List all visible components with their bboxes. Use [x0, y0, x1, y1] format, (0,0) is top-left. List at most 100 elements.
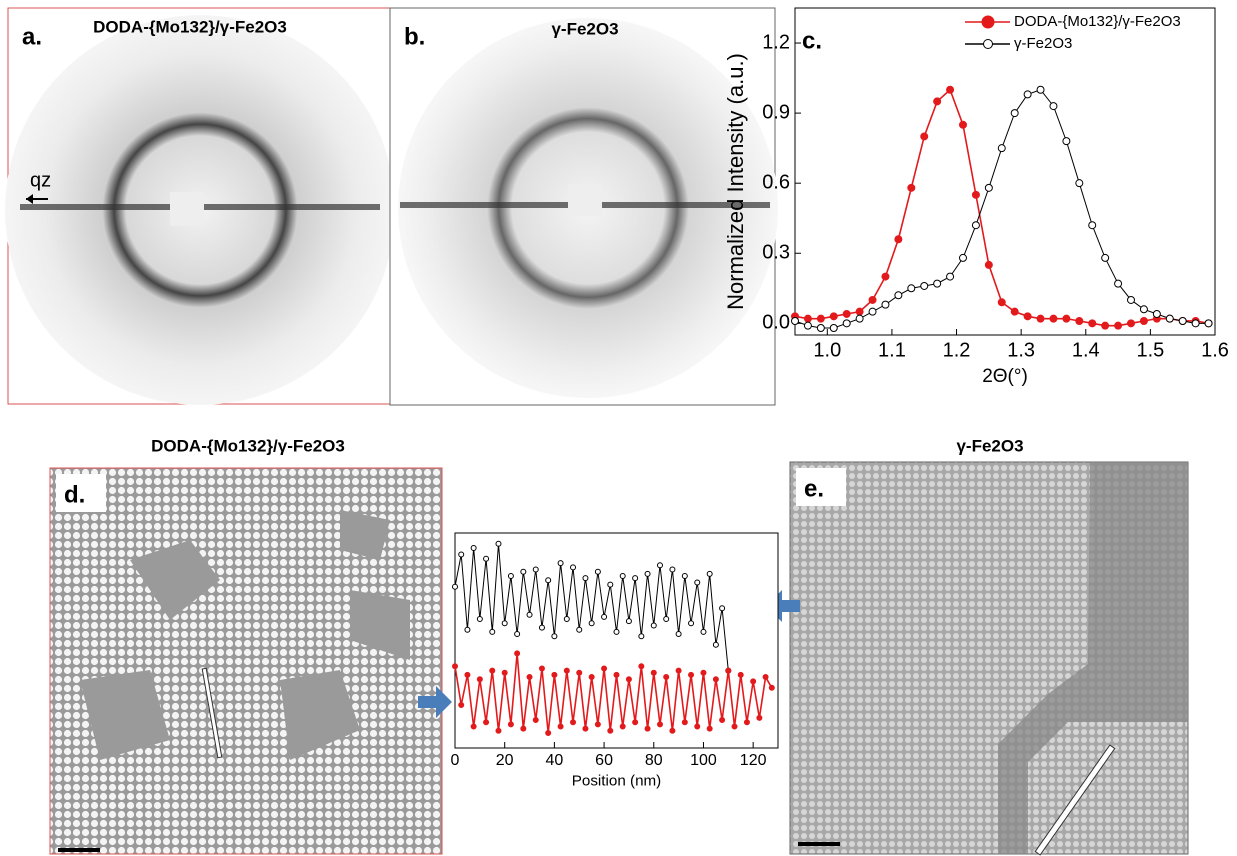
data-point: [613, 628, 620, 635]
data-point: [842, 309, 851, 318]
data-point: [557, 723, 564, 730]
data-point: [632, 575, 639, 582]
data-point: [791, 316, 799, 325]
data-point: [669, 566, 676, 573]
data-point: [1075, 179, 1084, 188]
data-point: [607, 581, 614, 588]
data-point: [582, 575, 589, 582]
data-point: [1010, 307, 1019, 316]
data-point: [538, 624, 545, 631]
y-tick-label: 0.9: [762, 101, 790, 123]
series-line: [794, 88, 1209, 327]
profile-line: [1034, 744, 1116, 856]
data-point: [656, 721, 663, 728]
data-point: [644, 570, 651, 577]
data-point: [816, 314, 825, 323]
qz-label: qz: [30, 169, 51, 191]
data-point: [1178, 316, 1187, 325]
data-point: [868, 307, 877, 316]
x-tick-label: 20: [496, 752, 514, 769]
data-point: [638, 633, 645, 640]
x-tick-label: 1.3: [1007, 339, 1035, 361]
data-point: [675, 631, 682, 638]
data-point: [984, 183, 993, 192]
data-point: [663, 616, 670, 622]
data-point: [495, 727, 502, 734]
data-point: [563, 616, 570, 622]
beamstop: [568, 184, 602, 216]
bare-region: [998, 462, 1188, 854]
label-bg: [14, 16, 64, 54]
data-point: [638, 663, 645, 670]
x-tick-label: 60: [595, 752, 613, 769]
data-point: [545, 577, 552, 584]
data-point: [1101, 253, 1110, 262]
label-bg: [796, 468, 846, 506]
data-point: [1191, 319, 1200, 328]
x-tick-label: 1.1: [878, 339, 906, 361]
data-point: [650, 622, 657, 629]
scale-bar: [798, 842, 840, 846]
data-point: [458, 702, 465, 708]
panel-label: c.: [802, 27, 822, 54]
data-point: [1139, 316, 1148, 325]
y-tick-label: 0.3: [762, 242, 790, 264]
data-point: [706, 725, 713, 732]
data-point: [489, 667, 496, 674]
data-point: [538, 665, 545, 672]
data-point: [681, 573, 688, 579]
data-point: [594, 721, 601, 728]
data-point: [731, 723, 738, 730]
panel-title: DODA-{Mo132}/γ-Fe2O3: [93, 17, 287, 36]
x-tick-label: 1.5: [1136, 339, 1164, 361]
data-point: [1101, 321, 1110, 330]
data-point: [526, 611, 533, 618]
data-point: [650, 669, 657, 676]
data-point: [1114, 279, 1123, 288]
x-tick-label: 1.2: [943, 339, 971, 361]
data-point: [868, 295, 877, 304]
data-point: [756, 714, 763, 721]
bare-region: [80, 510, 410, 760]
data-point: [694, 723, 701, 730]
data-point: [532, 566, 539, 573]
series-line: [454, 653, 773, 734]
data-point: [842, 319, 851, 328]
y-tick-label: 1.2: [762, 31, 790, 53]
data-point: [520, 725, 527, 732]
data-point: [803, 314, 812, 323]
data-point: [712, 676, 719, 683]
data-point: [688, 671, 695, 678]
data-point: [557, 560, 564, 567]
x-tick-label: 1.0: [813, 339, 841, 361]
y-tick-label: 0.6: [762, 171, 790, 193]
data-point: [594, 568, 601, 575]
data-point: [507, 573, 514, 579]
data-point: [984, 260, 993, 269]
data-point: [855, 314, 864, 323]
x-tick-label: 120: [740, 752, 767, 769]
data-point: [743, 719, 750, 726]
data-point: [1127, 319, 1135, 328]
data-point: [750, 678, 757, 685]
data-point: [681, 719, 688, 726]
data-point: [855, 307, 864, 316]
data-point: [588, 620, 595, 627]
data-point: [719, 717, 726, 724]
data-point: [971, 221, 980, 230]
data-point: [669, 727, 676, 734]
data-point: [694, 579, 701, 586]
data-point: [946, 85, 955, 94]
data-point: [907, 284, 916, 293]
data-point: [881, 272, 890, 281]
data-point: [768, 684, 775, 691]
data-point: [1114, 321, 1123, 330]
data-point: [452, 583, 458, 590]
data-point: [1023, 312, 1032, 321]
data-point: [619, 723, 626, 730]
data-point: [545, 729, 552, 736]
x-axis-label: Position (nm): [572, 773, 661, 790]
data-point: [619, 573, 626, 579]
data-point: [476, 616, 483, 622]
